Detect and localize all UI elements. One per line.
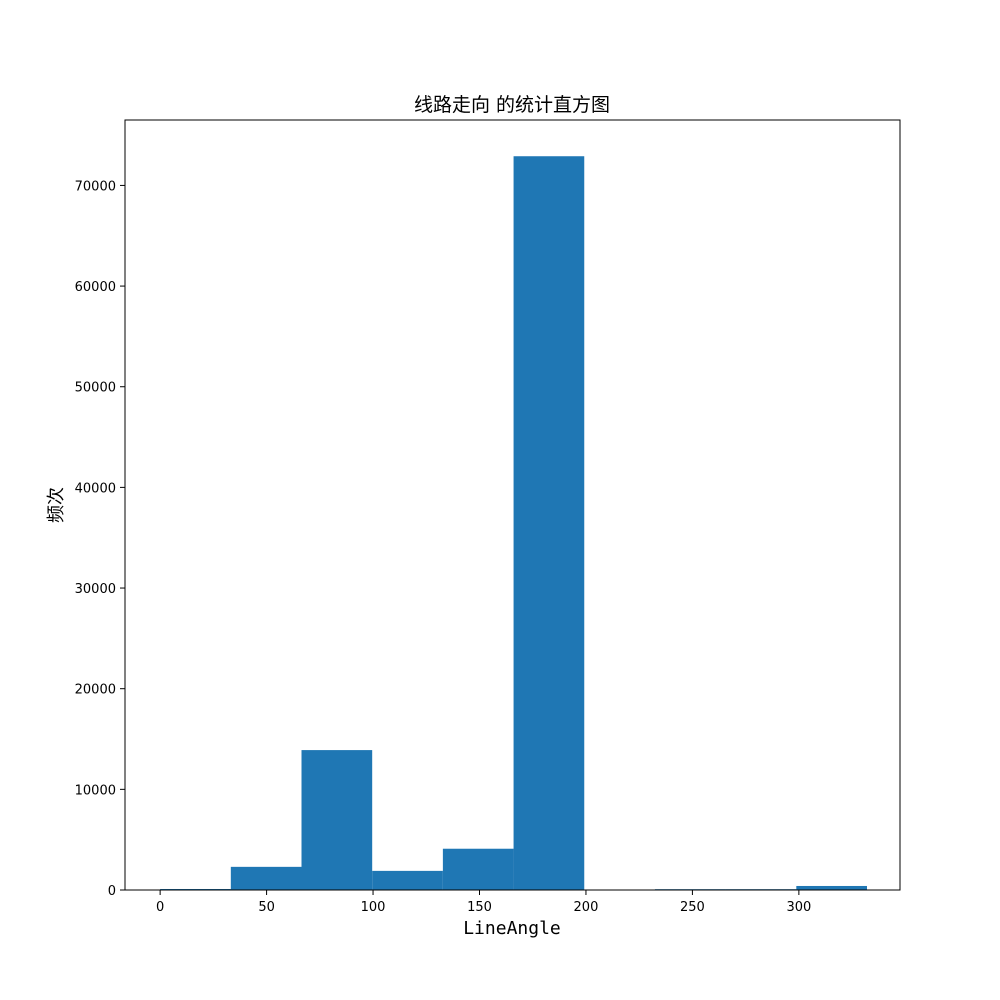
y-tick-label: 20000 bbox=[75, 683, 116, 698]
histogram-bar-9 bbox=[796, 885, 867, 890]
histogram-bar-4 bbox=[442, 848, 514, 890]
y-tick-label: 60000 bbox=[75, 280, 116, 295]
x-tick-label: 100 bbox=[361, 900, 386, 915]
y-tick-label: 70000 bbox=[75, 179, 116, 194]
plot-frame bbox=[124, 119, 901, 891]
y-tick-label: 0 bbox=[108, 884, 116, 899]
histogram-bar-3 bbox=[372, 870, 443, 890]
histogram-bar-2 bbox=[301, 750, 373, 890]
y-tick-label: 30000 bbox=[75, 582, 116, 597]
x-tick-label: 250 bbox=[680, 900, 705, 915]
x-tick-label: 200 bbox=[574, 900, 599, 915]
x-axis-ticks: 0 50 100 150 200 250 300 bbox=[156, 890, 811, 915]
x-tick-label: 150 bbox=[467, 900, 492, 915]
y-axis-label: 频次 bbox=[46, 487, 67, 523]
y-tick-label: 10000 bbox=[75, 783, 116, 798]
x-tick-label: 50 bbox=[258, 900, 275, 915]
x-tick-label: 300 bbox=[786, 900, 811, 915]
y-tick-label: 50000 bbox=[75, 381, 116, 396]
x-tick-label: 0 bbox=[156, 900, 164, 915]
y-axis-ticks: 0 10000 20000 30000 40000 50000 60000 70000 bbox=[75, 179, 125, 899]
y-tick-label: 40000 bbox=[75, 481, 116, 496]
histogram-bar-0 bbox=[160, 888, 231, 890]
bars-layer bbox=[160, 156, 867, 890]
x-axis-label: LineAngle bbox=[463, 918, 561, 939]
chart-title: 线路走向 的统计直方图 bbox=[414, 94, 610, 116]
histogram-bar-1 bbox=[230, 866, 302, 890]
histogram-bar-5 bbox=[513, 156, 585, 890]
